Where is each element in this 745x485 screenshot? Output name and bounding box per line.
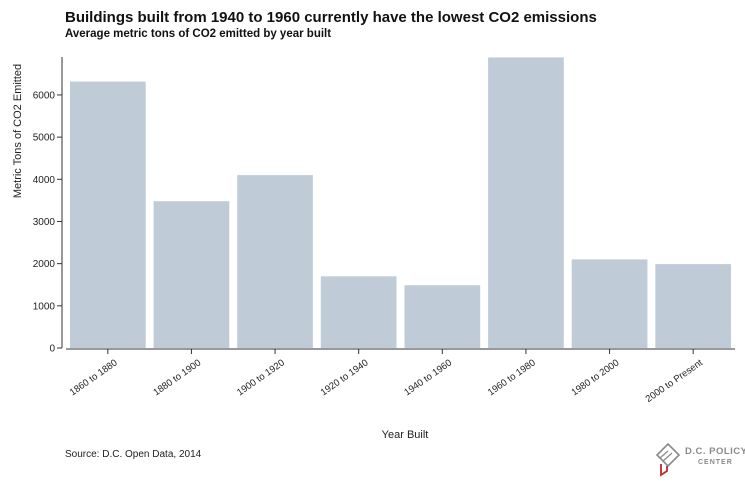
y-tick-label: 0: [49, 344, 55, 355]
bar: [320, 276, 397, 348]
y-tick-label: 2000: [33, 259, 56, 270]
bar: [153, 201, 230, 348]
bar: [70, 81, 146, 348]
bar: [404, 285, 481, 348]
y-tick-label: 1000: [33, 301, 56, 312]
x-tick-label: 2000 to Present: [644, 357, 706, 405]
dc-policy-center-logo: D.C. POLICY CENTER: [655, 440, 745, 478]
x-tick-label: 1900 to 1920: [235, 357, 287, 398]
x-tick-label: 1940 to 1960: [402, 357, 454, 398]
logo-text-line2: CENTER: [698, 459, 733, 466]
chart-title: Buildings built from 1940 to 1960 curren…: [65, 9, 597, 26]
x-tick-label: 1920 to 1940: [319, 357, 371, 398]
logo-text-line1: D.C. POLICY: [685, 446, 745, 457]
x-tick-label: 1980 to 2000: [570, 357, 622, 398]
y-tick-label: 4000: [33, 175, 56, 186]
source-note: Source: D.C. Open Data, 2014: [65, 449, 202, 460]
chart-subtitle: Average metric tons of CO2 emitted by ye…: [65, 28, 332, 40]
bars-group: [70, 57, 731, 349]
bar: [237, 175, 313, 348]
y-axis: 0 1000 2000 3000 4000 5000 6000: [33, 57, 63, 355]
bar: [571, 259, 648, 348]
x-tick-label: 1860 to 1880: [68, 357, 120, 398]
y-axis-label: Metric Tons of CO2 Emitted: [12, 64, 24, 198]
x-axis-label: Year Built: [382, 429, 429, 441]
bar: [488, 57, 564, 349]
y-tick-label: 5000: [33, 133, 56, 144]
x-tick-label: 1960 to 1980: [486, 357, 538, 398]
x-axis: 1860 to 1880 1880 to 1900 1900 to 1920 1920…: [66, 348, 735, 405]
y-tick-label: 3000: [33, 217, 56, 228]
dc-map-icon: [655, 442, 681, 477]
bar: [655, 264, 731, 348]
y-tick-label: 6000: [33, 90, 56, 101]
x-tick-label: 1880 to 1900: [151, 357, 203, 398]
